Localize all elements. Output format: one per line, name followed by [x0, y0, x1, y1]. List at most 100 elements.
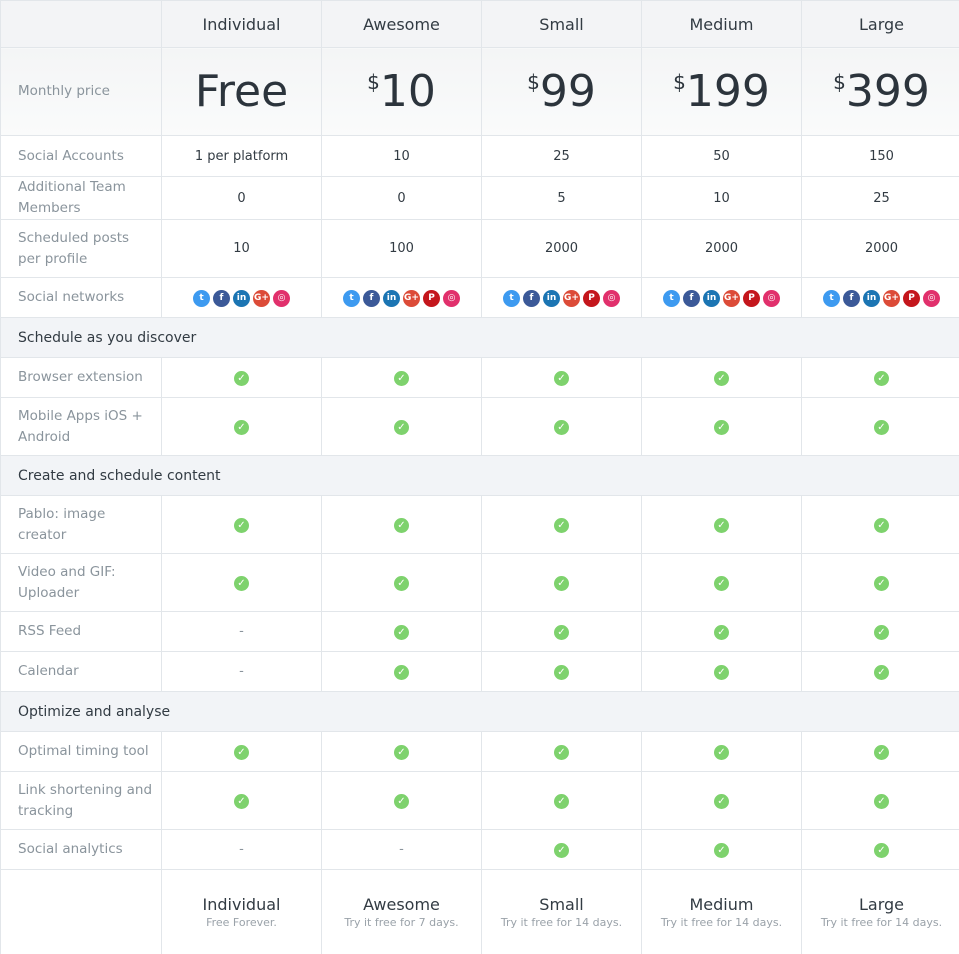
table-row: Mobile Apps iOS + Android✓✓✓✓✓: [1, 398, 959, 456]
table-row: Video and GIF: Uploader✓✓✓✓✓: [1, 554, 959, 612]
cell-value: 2000: [705, 241, 738, 256]
table-cell: ✓: [482, 732, 642, 772]
cell-value: 1 per platform: [195, 149, 288, 164]
linkedin-icon: in: [863, 290, 880, 307]
section-header: Optimize and analyse: [1, 692, 959, 732]
table-cell: ✓: [642, 652, 802, 692]
table-cell: ✓: [802, 398, 959, 456]
table-cell: ✓: [322, 554, 482, 612]
check-icon: ✓: [874, 625, 889, 640]
table-cell: ✓: [162, 358, 322, 398]
price-cell: $399: [802, 48, 959, 136]
cell-value: 10: [393, 149, 410, 164]
check-icon: ✓: [394, 794, 409, 809]
plan-trial-note: Try it free for 14 days.: [482, 916, 641, 929]
table-cell: ✓: [642, 496, 802, 554]
googleplus-icon: G+: [883, 290, 900, 307]
googleplus-icon: G+: [253, 290, 270, 307]
section-title: Schedule as you discover: [1, 318, 959, 358]
price-amount: $199: [673, 66, 770, 117]
table-cell: ✓: [322, 358, 482, 398]
check-icon: ✓: [394, 745, 409, 760]
cell-value: 25: [873, 191, 890, 206]
table-cell: 150: [802, 136, 959, 177]
instagram-icon: ◎: [443, 290, 460, 307]
empty-cell: [1, 1, 162, 48]
check-icon: ✓: [714, 745, 729, 760]
facebook-icon: f: [213, 290, 230, 307]
instagram-icon: ◎: [273, 290, 290, 307]
check-icon: ✓: [714, 843, 729, 858]
plan-trial-note: Try it free for 14 days.: [642, 916, 801, 929]
check-icon: ✓: [554, 576, 569, 591]
plan-name: Awesome: [322, 1, 482, 48]
dash-icon: -: [399, 842, 404, 857]
table-cell: ✓: [802, 496, 959, 554]
row-label: Pablo: image creator: [1, 496, 162, 554]
table-cell: ✓: [322, 612, 482, 652]
cell-value: 100: [389, 241, 414, 256]
section-header: Create and schedule content: [1, 456, 959, 496]
check-icon: ✓: [234, 518, 249, 533]
table-cell: ✓: [162, 398, 322, 456]
linkedin-icon: in: [703, 290, 720, 307]
instagram-icon: ◎: [603, 290, 620, 307]
plan-footer-name: Medium: [642, 895, 801, 914]
twitter-icon: t: [823, 290, 840, 307]
googleplus-icon: G+: [563, 290, 580, 307]
table-cell: ✓: [642, 358, 802, 398]
check-icon: ✓: [554, 745, 569, 760]
table-cell: ✓: [322, 772, 482, 830]
cell-value: 2000: [545, 241, 578, 256]
price-amount: $399: [833, 66, 930, 117]
currency-symbol: $: [367, 70, 380, 94]
check-icon: ✓: [714, 625, 729, 640]
plan-footer-name: Large: [802, 895, 959, 914]
check-icon: ✓: [874, 371, 889, 386]
twitter-icon: t: [193, 290, 210, 307]
pinterest-icon: P: [423, 290, 440, 307]
cell-value: 50: [713, 149, 730, 164]
check-icon: ✓: [714, 518, 729, 533]
table-cell: ✓: [322, 652, 482, 692]
price-value: 99: [540, 66, 596, 117]
table-cell: 10: [322, 136, 482, 177]
price-value: 10: [380, 66, 436, 117]
check-icon: ✓: [394, 665, 409, 680]
table-cell: ✓: [482, 554, 642, 612]
check-icon: ✓: [714, 794, 729, 809]
section-title: Optimize and analyse: [1, 692, 959, 732]
table-cell: 2000: [642, 220, 802, 278]
check-icon: ✓: [554, 625, 569, 640]
instagram-icon: ◎: [763, 290, 780, 307]
row-label: Scheduled posts per profile: [1, 220, 162, 278]
check-icon: ✓: [234, 745, 249, 760]
cell-value: 150: [869, 149, 894, 164]
check-icon: ✓: [394, 518, 409, 533]
cell-value: 0: [397, 191, 405, 206]
row-label: Social Accounts: [1, 136, 162, 177]
twitter-icon: t: [343, 290, 360, 307]
price-amount: Free: [195, 66, 288, 117]
table-cell: 0: [322, 177, 482, 220]
table-row: Calendar-✓✓✓✓: [1, 652, 959, 692]
table-row: RSS Feed-✓✓✓✓: [1, 612, 959, 652]
pinterest-icon: P: [583, 290, 600, 307]
table-cell: ✓: [802, 554, 959, 612]
twitter-icon: t: [503, 290, 520, 307]
googleplus-icon: G+: [723, 290, 740, 307]
plan-footer-cell[interactable]: Medium Try it free for 14 days.: [642, 870, 802, 954]
table-cell: 10: [642, 177, 802, 220]
row-label: RSS Feed: [1, 612, 162, 652]
table-cell: ✓: [802, 358, 959, 398]
check-icon: ✓: [874, 745, 889, 760]
